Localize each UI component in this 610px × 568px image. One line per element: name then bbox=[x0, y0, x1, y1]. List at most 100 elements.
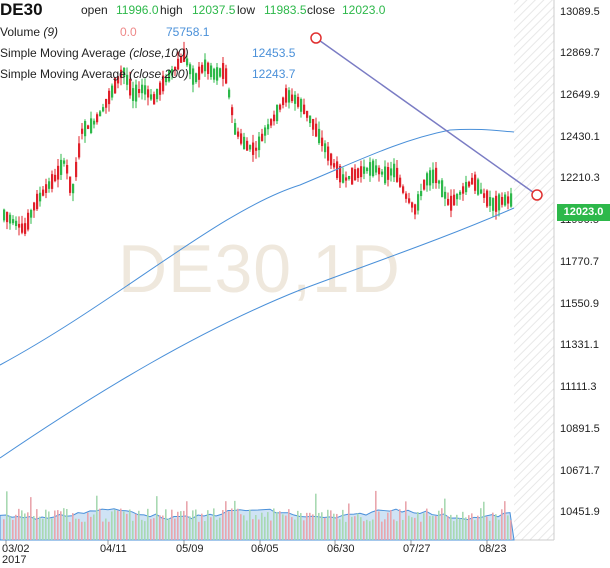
volume-bar bbox=[111, 511, 113, 540]
volume-bar bbox=[468, 515, 470, 540]
candle-body bbox=[450, 195, 453, 211]
sma100-legend[interactable]: Simple Moving Average (close,100) 12453.… bbox=[0, 46, 295, 60]
volume-bar bbox=[351, 516, 353, 540]
candle-body bbox=[342, 174, 345, 183]
volume-change: 0.0 bbox=[120, 25, 137, 39]
volume-bar bbox=[207, 510, 209, 540]
trendline-handle-end[interactable] bbox=[531, 189, 543, 201]
candle-body bbox=[333, 163, 336, 168]
volume-bar bbox=[171, 509, 173, 540]
candle-body bbox=[468, 181, 471, 187]
x-tick-label: 06/30 bbox=[327, 543, 355, 555]
volume-bar bbox=[282, 514, 284, 540]
candle-body bbox=[285, 88, 288, 103]
volume-bar bbox=[3, 519, 5, 540]
volume-bar bbox=[420, 521, 422, 540]
trendline[interactable] bbox=[315, 37, 538, 196]
volume-bar bbox=[48, 511, 50, 540]
candle-body bbox=[228, 89, 231, 98]
volume-bar bbox=[480, 508, 482, 540]
x-axis-year: 2017 bbox=[2, 554, 27, 566]
volume-bar bbox=[264, 516, 266, 540]
candle-body bbox=[315, 123, 318, 137]
volume-bar bbox=[444, 498, 446, 540]
volume-bar bbox=[42, 518, 44, 540]
volume-bar bbox=[441, 508, 443, 540]
candle-body bbox=[330, 153, 333, 166]
candle-body bbox=[510, 193, 513, 207]
x-tick-label: 06/05 bbox=[251, 543, 279, 555]
sma200-value: 12243.7 bbox=[252, 67, 296, 81]
sma100-line[interactable] bbox=[0, 128, 515, 366]
candle-body bbox=[273, 114, 276, 122]
candle-body bbox=[324, 143, 327, 153]
volume-bar bbox=[165, 509, 167, 540]
volume-bar bbox=[423, 513, 425, 540]
candle-body bbox=[309, 115, 312, 124]
candle-body bbox=[453, 194, 456, 206]
volume-bar bbox=[345, 521, 347, 540]
candle-body bbox=[303, 104, 306, 115]
candle-body bbox=[93, 120, 96, 125]
volume-bar bbox=[462, 511, 464, 540]
candle-body bbox=[159, 82, 162, 95]
volume-bar bbox=[36, 509, 38, 540]
volume-bar bbox=[336, 513, 338, 540]
volume-bar bbox=[189, 516, 191, 540]
volume-bar bbox=[255, 515, 257, 540]
candle-body bbox=[207, 62, 210, 74]
volume-legend[interactable]: Volume (9) 0.0 75758.1 bbox=[0, 25, 209, 39]
candle-body bbox=[345, 177, 348, 181]
candle-body bbox=[135, 84, 138, 102]
volume-bar bbox=[183, 510, 185, 540]
volume-bar bbox=[54, 510, 56, 540]
volume-bar bbox=[297, 510, 299, 540]
sma200-legend[interactable]: Simple Moving Average (close,200) 12243.… bbox=[0, 67, 295, 81]
candle-body bbox=[177, 58, 180, 70]
volume-bar bbox=[216, 519, 218, 540]
candle-body bbox=[297, 96, 300, 107]
candle-body bbox=[222, 63, 225, 79]
y-tick-label: 10891.5 bbox=[560, 423, 600, 435]
candle-body bbox=[288, 90, 291, 103]
volume-bar bbox=[369, 521, 371, 540]
candle-body bbox=[219, 68, 222, 77]
candle-body bbox=[45, 184, 48, 193]
candle-body bbox=[168, 70, 171, 82]
candle-body bbox=[147, 89, 150, 98]
candle-body bbox=[126, 74, 129, 85]
volume-bar bbox=[213, 508, 215, 540]
volume-bar bbox=[363, 521, 365, 540]
candle-body bbox=[129, 78, 132, 96]
trendline-handle-start[interactable] bbox=[310, 32, 322, 44]
volume-bar bbox=[237, 508, 239, 540]
sma200-line[interactable] bbox=[0, 207, 515, 459]
low-label: low bbox=[237, 3, 256, 17]
volume-bar bbox=[501, 509, 503, 540]
candle-body bbox=[321, 137, 324, 147]
volume-bar bbox=[309, 512, 311, 540]
candle-body bbox=[390, 168, 393, 176]
candle-body bbox=[492, 198, 495, 211]
volume-bar bbox=[273, 508, 275, 540]
candle-body bbox=[36, 193, 39, 210]
candle-body bbox=[54, 174, 57, 182]
volume-bar bbox=[414, 517, 416, 540]
volume-bars bbox=[3, 490, 512, 540]
sma200-param: (close,200) bbox=[129, 67, 189, 81]
volume-bar bbox=[303, 520, 305, 540]
volume-bar bbox=[381, 521, 383, 540]
volume-bar bbox=[294, 519, 296, 540]
candle-body bbox=[438, 180, 441, 184]
volume-bar bbox=[447, 516, 449, 540]
candle-body bbox=[441, 180, 444, 198]
candle-body bbox=[198, 66, 201, 80]
volume-bar bbox=[72, 513, 74, 540]
y-tick-label: 13089.5 bbox=[560, 6, 600, 18]
y-tick-label: 12869.7 bbox=[560, 47, 600, 59]
volume-bar bbox=[141, 519, 143, 540]
volume-bar bbox=[12, 519, 14, 540]
volume-bar bbox=[162, 515, 164, 540]
